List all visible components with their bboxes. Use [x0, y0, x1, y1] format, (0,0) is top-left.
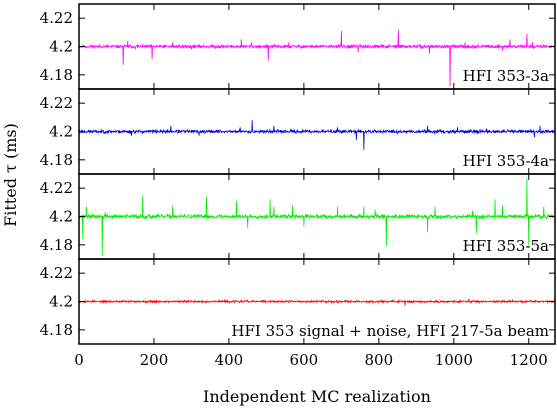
panel-label-1: HFI 353-3a	[463, 67, 549, 85]
x-tick-label: 400	[215, 351, 244, 369]
panel-1: 4.18 4.2 4.22 HFI 353-3a	[40, 3, 556, 90]
panel-label-2: HFI 353-4a	[463, 152, 549, 170]
x-tick-label: 600	[290, 351, 319, 369]
y-tick-label: 4.2	[49, 123, 73, 141]
panel-label-4: HFI 353 signal + noise, HFI 217-5a beam	[231, 322, 549, 340]
panels-group: 4.18 4.2 4.22 HFI 353-3a 4.18 4.2 4.22 HFI 353-…	[40, 3, 556, 345]
panel-3: 4.18 4.2 4.22 HFI 353-5a	[40, 173, 556, 260]
x-tick-label: 0	[74, 351, 84, 369]
y-tick-label: 4.18	[40, 151, 73, 169]
y-tick-label: 4.22	[40, 9, 73, 27]
y-tick-label: 4.2	[49, 208, 73, 226]
y-tick-label: 4.2	[49, 293, 73, 311]
x-tick-label: 200	[140, 351, 169, 369]
x-tick-label: 800	[365, 351, 394, 369]
series-line-4	[79, 298, 555, 306]
x-tick-label: 1200	[510, 351, 548, 369]
series-line-1	[79, 29, 555, 87]
x-axis-title: Independent MC realization	[203, 387, 431, 406]
y-tick-label: 4.22	[40, 94, 73, 112]
x-tick-label: 1000	[435, 351, 473, 369]
y-tick-label: 4.18	[40, 236, 73, 254]
y-tick-label: 4.22	[40, 264, 73, 282]
panel-2: 4.18 4.2 4.22 HFI 353-4a	[40, 88, 556, 175]
series-line-3	[79, 178, 555, 257]
y-tick-label: 4.2	[49, 38, 73, 56]
y-tick-label: 4.18	[40, 66, 73, 84]
series-line-2	[79, 120, 555, 150]
panel-label-3: HFI 353-5a	[463, 237, 549, 255]
x-tick-labels: 0 200 400 600 800 1000 1200	[74, 351, 548, 369]
y-tick-label: 4.22	[40, 179, 73, 197]
y-axis-title: Fitted τ (ms)	[1, 123, 20, 227]
y-tick-label: 4.18	[40, 321, 73, 339]
panel-4: 4.18 4.2 4.22 HFI 353 signal + noise, HFI 2…	[40, 258, 556, 345]
